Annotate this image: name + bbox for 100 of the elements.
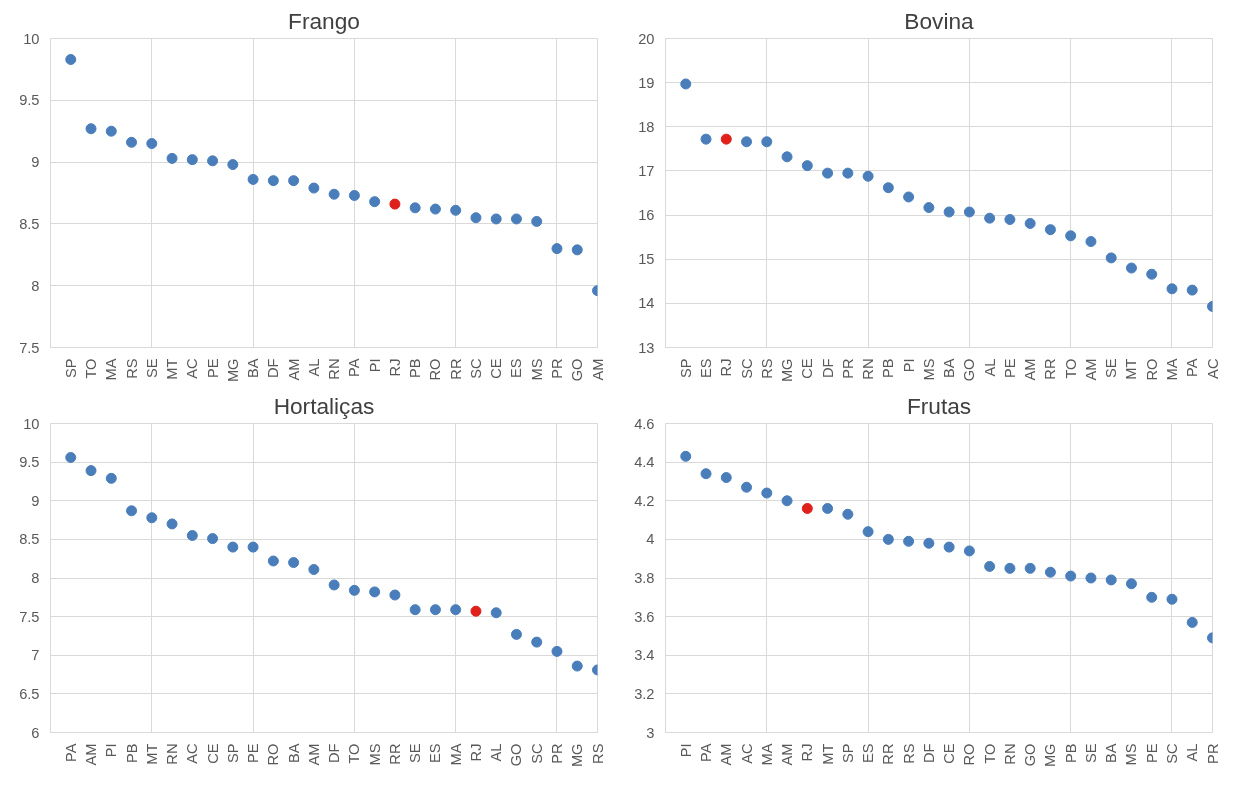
y-tick-label: 9.5: [19, 92, 40, 109]
y-tick-label: 8.5: [19, 215, 40, 232]
x-tick-label: MT: [1123, 358, 1140, 380]
x-tick-label: PA: [346, 358, 363, 377]
y-tick-label: 3.8: [634, 570, 655, 586]
y-tick-label: 15: [638, 251, 655, 268]
y-tick-label: 3.4: [634, 647, 655, 664]
y-tick-label: 7: [31, 647, 40, 664]
y-tick-label: 19: [638, 74, 655, 91]
x-tick-label: RN: [860, 358, 877, 380]
x-tick-label: TO: [346, 743, 363, 764]
y-tick-label: 7.5: [19, 608, 40, 625]
x-tick-label: PA: [698, 743, 715, 762]
x-tick-label: ES: [860, 743, 877, 764]
x-tick-label: RJ: [467, 743, 484, 762]
x-tick-label: RS: [123, 358, 140, 379]
x-tick-label: MA: [103, 358, 120, 381]
x-tick-label: PE: [1143, 743, 1160, 764]
x-tick-label: BA: [941, 358, 958, 379]
x-tick-label: GO: [569, 358, 586, 382]
x-tick-label: MG: [224, 358, 241, 383]
x-tick-label: RR: [880, 743, 897, 765]
x-tick-label: AM: [718, 743, 735, 766]
x-tick-label: CE: [799, 358, 816, 379]
x-tick-label: RN: [164, 743, 181, 765]
chart-title: Bovina: [904, 7, 975, 34]
x-tick-label: MG: [779, 358, 796, 383]
x-tick-label: RR: [386, 743, 403, 765]
y-tick-label: 3: [646, 724, 655, 741]
x-tick-label: PR: [548, 743, 565, 764]
y-tick-label: 17: [638, 162, 655, 179]
x-tick-label: MA: [1163, 358, 1180, 381]
y-tick-label: 14: [638, 295, 655, 312]
x-tick-label: AL: [305, 358, 322, 377]
y-tick-label: 6.5: [19, 685, 40, 702]
x-tick-label: MA: [447, 743, 464, 766]
x-tick-label: AM: [589, 358, 606, 381]
x-tick-label: MT: [819, 743, 836, 765]
x-tick-label: AC: [184, 358, 201, 379]
x-tick-label: RR: [1042, 358, 1059, 380]
x-tick-label: ES: [698, 358, 715, 379]
x-tick-label: CE: [941, 743, 958, 764]
x-tick-label: AM: [285, 358, 302, 381]
y-tick-label: 10: [23, 30, 40, 47]
x-tick-label: RO: [265, 743, 282, 766]
y-tick-label: 4.4: [634, 454, 655, 471]
x-tick-label: DF: [819, 358, 836, 379]
y-tick-label: 7.5: [19, 339, 40, 356]
x-tick-label: MS: [1123, 743, 1140, 766]
x-tick-label: PB: [880, 358, 897, 379]
y-tick-label: 8: [31, 570, 40, 586]
x-tick-label: AM: [1022, 358, 1039, 381]
x-tick-label: PI: [900, 358, 917, 373]
x-tick-label: DF: [265, 358, 282, 379]
x-tick-label: RO: [1143, 358, 1160, 381]
y-tick-label: 13: [638, 339, 655, 356]
x-tick-label: SE: [1103, 358, 1120, 379]
y-tick-label: 16: [638, 207, 655, 224]
x-tick-label: SP: [224, 743, 241, 764]
x-tick-label: RJ: [799, 743, 816, 762]
y-tick-label: 18: [638, 118, 655, 135]
y-tick-label: 9: [31, 492, 40, 509]
x-tick-label: BA: [1103, 743, 1120, 764]
x-tick-label: PB: [123, 743, 140, 764]
x-tick-label: TO: [1062, 358, 1079, 379]
x-tick-label: CE: [488, 358, 505, 379]
x-tick-label: PE: [204, 358, 221, 379]
y-tick-label: 3.2: [634, 685, 655, 702]
x-tick-label: AM: [779, 743, 796, 766]
x-tick-label: MT: [143, 743, 160, 765]
x-tick-label: SC: [528, 743, 545, 764]
x-tick-label: SC: [738, 358, 755, 379]
x-tick-label: AM: [305, 743, 322, 766]
x-tick-label: CE: [204, 743, 221, 764]
x-tick-label: MT: [164, 358, 181, 380]
x-tick-label: DF: [920, 743, 937, 764]
x-tick-label: TO: [83, 358, 100, 379]
x-tick-label: PR: [548, 358, 565, 379]
x-tick-label: SE: [1082, 743, 1099, 764]
x-tick-label: MG: [569, 743, 586, 768]
x-tick-label: PA: [62, 743, 79, 762]
x-tick-label: ES: [427, 743, 444, 764]
x-tick-label: BA: [285, 743, 302, 764]
y-tick-label: 4: [646, 531, 655, 548]
x-tick-label: AL: [1184, 743, 1201, 762]
x-tick-label: RS: [758, 358, 775, 379]
y-tick-label: 8: [31, 277, 40, 294]
x-tick-label: AC: [738, 743, 755, 764]
x-tick-label: AL: [488, 743, 505, 762]
chart-title: Frutas: [906, 392, 972, 419]
x-tick-label: RN: [326, 358, 343, 380]
x-tick-label: PI: [366, 358, 383, 373]
x-tick-label: RJ: [718, 358, 735, 377]
x-tick-label: AM: [1082, 358, 1099, 381]
x-tick-label: RJ: [386, 358, 403, 377]
x-tick-label: MA: [758, 743, 775, 766]
x-tick-label: SE: [143, 358, 160, 379]
x-tick-label: PE: [1001, 358, 1018, 379]
x-tick-label: SP: [839, 743, 856, 764]
y-tick-label: 4.2: [634, 492, 655, 509]
